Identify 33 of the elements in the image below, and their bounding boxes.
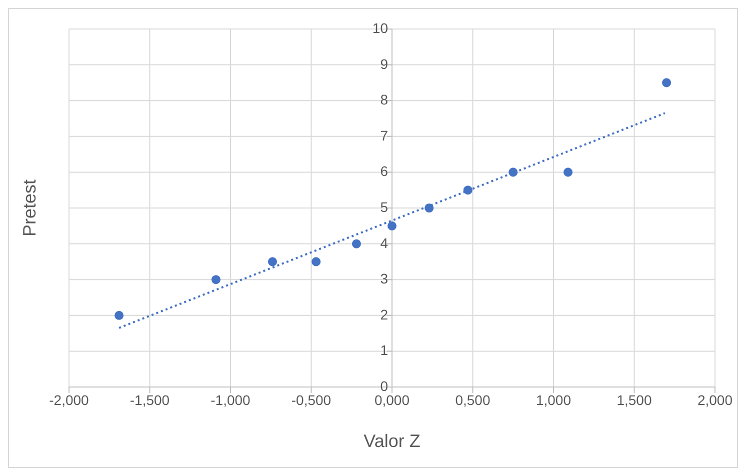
x-tick-label: 0,000 [374, 392, 410, 408]
y-tick-label: 9 [380, 56, 388, 72]
y-tick-label: 6 [380, 163, 388, 180]
point [508, 168, 518, 177]
y-tick-label: 8 [380, 92, 388, 108]
x-tick-label: -2,000 [49, 392, 90, 408]
x-tick-label: 2,000 [697, 392, 733, 408]
point [463, 186, 472, 195]
y-axis-title: Pretest [19, 179, 40, 237]
y-tick-label: 1 [380, 342, 388, 358]
x-tick-label: -0,500 [291, 392, 332, 408]
y-tick-label: 7 [380, 127, 388, 144]
point [387, 221, 397, 230]
y-tick-label: 3 [380, 270, 388, 287]
y-tick-label: 4 [380, 234, 388, 251]
y-tick-label: 5 [380, 199, 388, 215]
x-tick-label: 1,500 [616, 392, 652, 408]
point [662, 78, 672, 88]
y-tick-label: 2 [380, 306, 388, 322]
y-tick-label: 10 [372, 20, 388, 36]
point [564, 168, 573, 177]
x-tick-label: -1,000 [210, 392, 251, 408]
y-tick-label: 0 [380, 378, 388, 394]
point [268, 257, 278, 266]
x-tick-label: -1,500 [130, 392, 170, 408]
x-axis-title: Valor Z [364, 431, 420, 451]
point [114, 310, 124, 320]
point [352, 239, 361, 248]
point [312, 257, 321, 266]
point [211, 275, 220, 284]
x-tick-label: 1,000 [536, 392, 572, 408]
point [424, 203, 434, 213]
x-tick-label: 0,500 [455, 392, 490, 408]
